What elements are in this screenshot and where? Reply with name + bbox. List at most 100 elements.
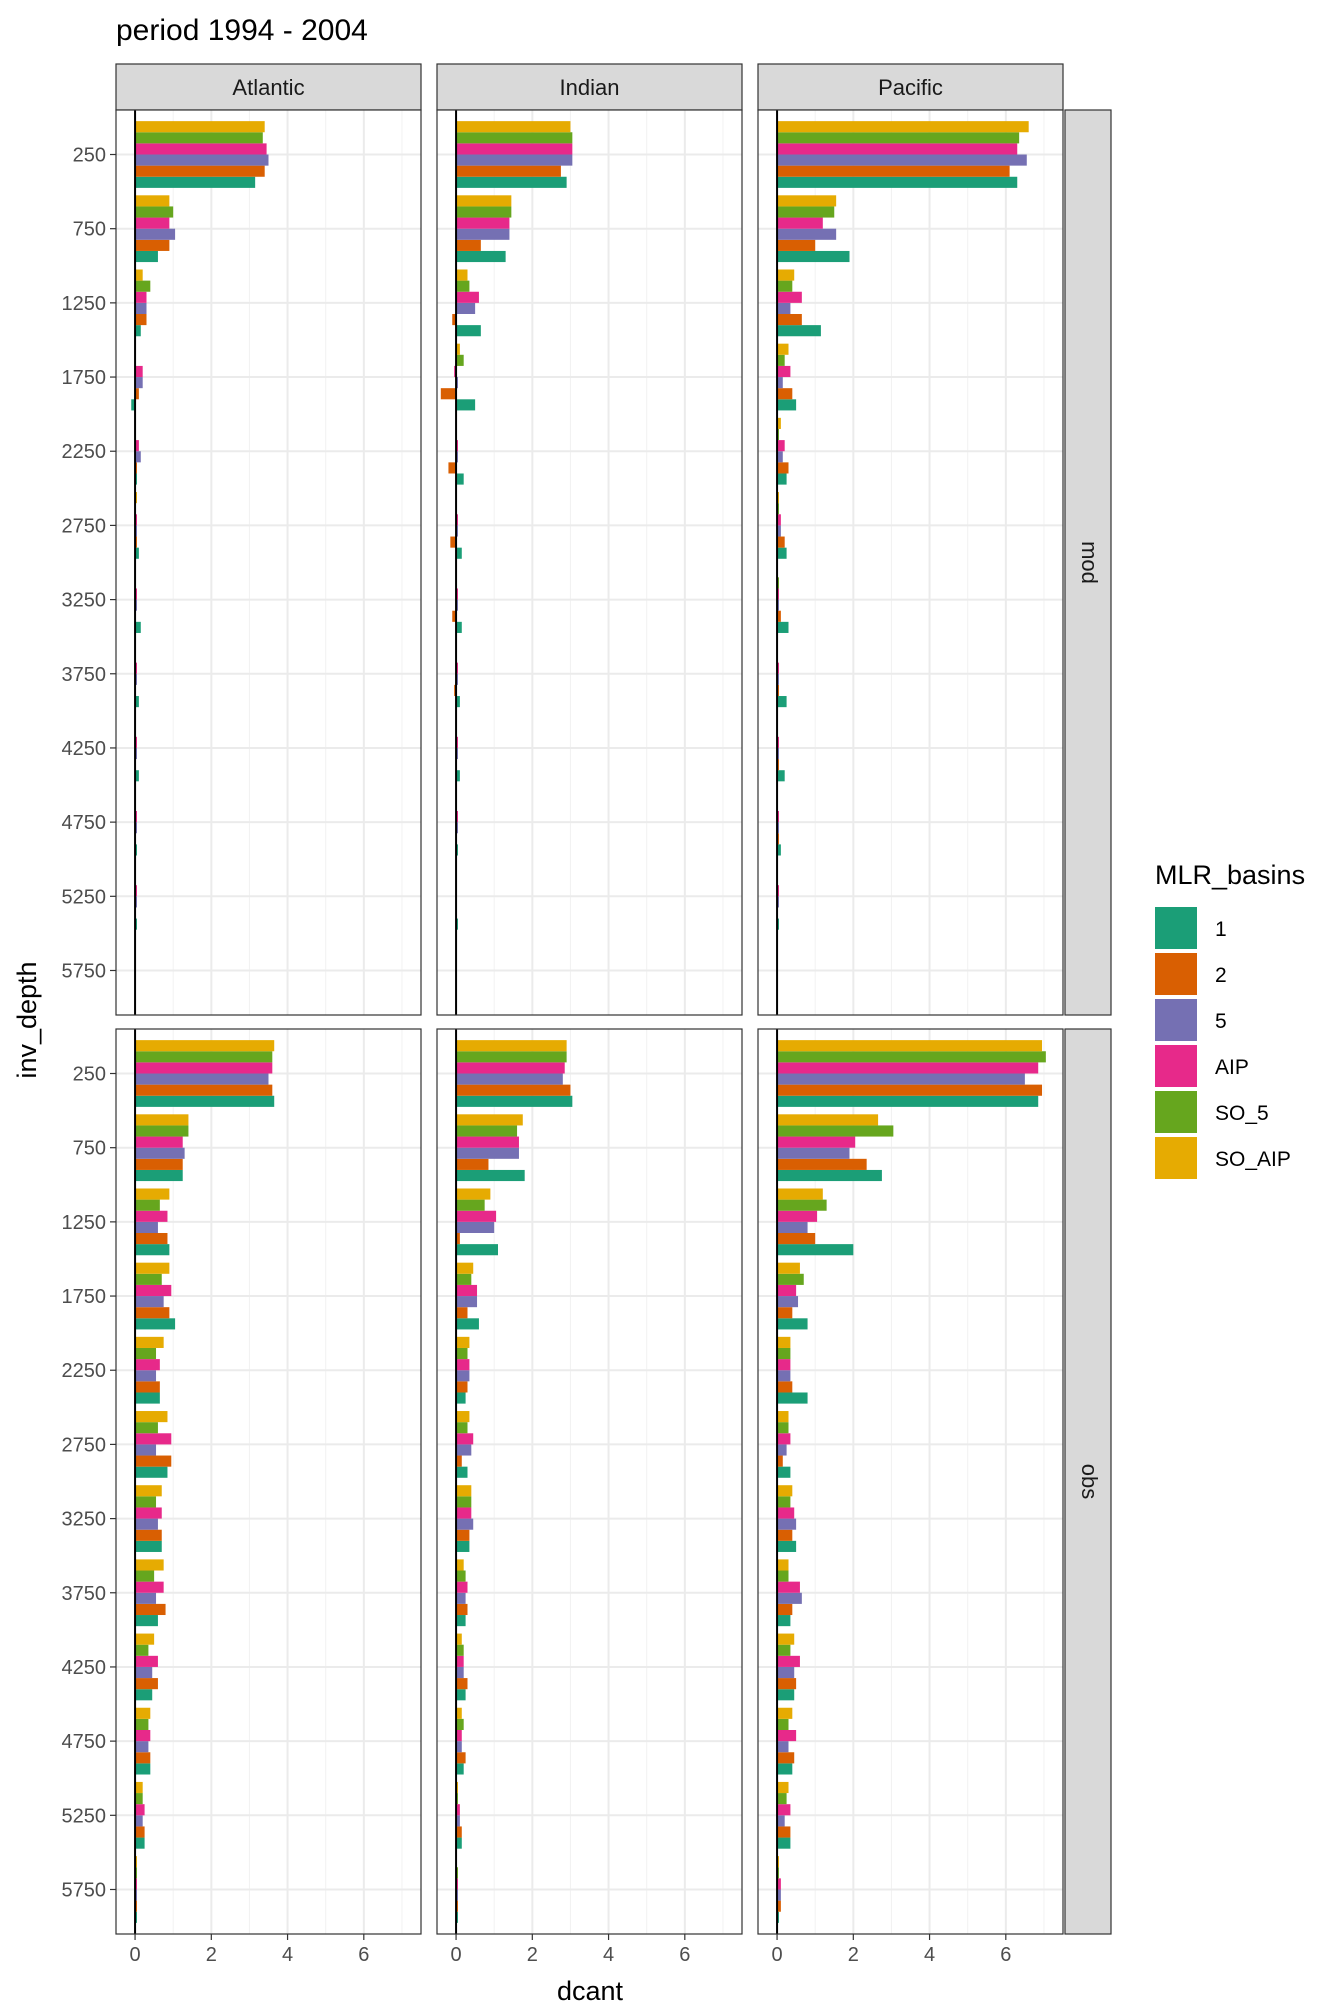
legend-label: SO_AIP (1215, 1148, 1291, 1171)
bar-so-aip (456, 1633, 462, 1645)
bar-2 (456, 1084, 571, 1096)
bar-so-aip (456, 1188, 491, 1200)
bar-5 (456, 1147, 519, 1159)
bar-1 (456, 1540, 470, 1552)
bar-5 (777, 154, 1027, 166)
bar-so-aip (456, 1114, 523, 1126)
bar-so-5 (135, 280, 151, 292)
legend-key-aip (1155, 1045, 1197, 1087)
bar-2 (456, 1307, 468, 1319)
x-tick-label: 0 (451, 1944, 462, 1966)
bar-so-aip (777, 343, 789, 355)
bar-1 (777, 1540, 797, 1552)
bar-1 (135, 1689, 153, 1701)
legend-label: AIP (1215, 1056, 1249, 1079)
bar-so-5 (777, 1644, 791, 1656)
bar-aip (456, 1062, 565, 1074)
bar-aip (777, 1210, 818, 1222)
bar-2 (777, 1084, 1043, 1096)
bar-so-aip (456, 1040, 567, 1052)
facet-strip-atlantic (115, 63, 422, 111)
bar-so-5 (135, 1273, 162, 1285)
y-tick-label: 5750 (62, 960, 107, 982)
legend: 1 2 5 AIP SO_5 SO_AIP (1155, 907, 1291, 1179)
bar-aip (135, 1210, 168, 1222)
facet-strip-indian (436, 63, 743, 111)
bar-aip (777, 143, 1018, 155)
panel-obs-atlantic: 250 750 1250 1750 2250 2750 3250 3750 4250 4750 52… (62, 1028, 422, 1966)
bar-2 (135, 1381, 160, 1393)
panel-mod-pacific (757, 109, 1064, 1016)
bar-so-5 (135, 206, 174, 218)
bar-1 (131, 399, 136, 411)
y-tick-label: 5250 (62, 1805, 107, 1827)
bar-5 (777, 1444, 787, 1456)
bar-so-5 (456, 206, 512, 218)
bar-aip (135, 143, 267, 155)
bar-so-5 (777, 280, 793, 292)
bar-so-5 (777, 1793, 787, 1805)
bar-2 (135, 1455, 172, 1467)
bar-so-aip (777, 417, 781, 429)
bar-2 (456, 165, 561, 177)
y-tick-label: 750 (73, 219, 106, 241)
bar-aip (135, 217, 170, 229)
bar-5 (456, 1741, 462, 1753)
legend-label: 1 (1215, 918, 1227, 941)
bar-so-aip (777, 1781, 789, 1794)
bar-so-aip (135, 1633, 155, 1645)
bar-2 (135, 1232, 168, 1245)
bar-so-aip (777, 1114, 879, 1126)
y-tick-label: 5750 (62, 1879, 107, 1901)
y-tick-label: 3250 (62, 590, 107, 612)
bar-aip (456, 1210, 497, 1222)
bar-5 (135, 1666, 153, 1679)
bar-so-aip (135, 1707, 151, 1719)
y-tick-label: 3250 (62, 1509, 107, 1531)
bar-so-aip (135, 1559, 164, 1571)
bar-1 (135, 1466, 168, 1478)
y-tick-label: 2250 (62, 1360, 107, 1382)
bar-5 (135, 1815, 143, 1827)
facet-strip-label: Indian (560, 75, 620, 100)
bar-so-5 (777, 1496, 791, 1508)
bar-1 (777, 621, 789, 633)
legend-title: MLR_basins (1155, 860, 1305, 890)
bar-2 (452, 313, 457, 326)
bar-so-5 (135, 1199, 160, 1211)
bar-5 (135, 1370, 157, 1382)
bar-1 (777, 1392, 808, 1404)
bar-5 (777, 525, 781, 537)
bar-aip (777, 217, 823, 229)
bar-aip (777, 1655, 800, 1667)
bar-1 (777, 399, 797, 411)
bar-so-aip (777, 121, 1029, 133)
bar-2 (135, 388, 139, 400)
bar-so-5 (456, 1273, 472, 1285)
bar-aip (135, 1804, 145, 1816)
bar-aip (456, 1804, 460, 1816)
bar-so-5 (456, 1570, 466, 1582)
bar-so-aip (777, 1411, 789, 1423)
bar-aip (456, 1581, 468, 1593)
y-tick-label: 2250 (62, 441, 107, 463)
legend-key-1 (1155, 907, 1197, 949)
bar-so-5 (456, 1422, 468, 1434)
y-tick-label: 2750 (62, 1434, 107, 1456)
bar-so-5 (777, 1273, 804, 1285)
bar-5 (777, 1518, 797, 1530)
x-tick-label: 6 (358, 1944, 369, 1966)
bar-so-5 (456, 1347, 468, 1360)
bar-1 (777, 1095, 1039, 1107)
bar-so-aip (777, 1559, 789, 1571)
bar-1 (456, 473, 464, 485)
panel-border (757, 1028, 1064, 1935)
facet-strip-label: mod (1077, 541, 1102, 584)
bar-2 (452, 610, 457, 622)
bar-so-aip (135, 1262, 170, 1274)
bar-1 (135, 325, 141, 337)
bar-aip (456, 143, 573, 155)
chart-title: period 1994 - 2004 (116, 14, 368, 47)
bar-so-aip (456, 1262, 474, 1274)
legend-label: 2 (1215, 964, 1227, 987)
